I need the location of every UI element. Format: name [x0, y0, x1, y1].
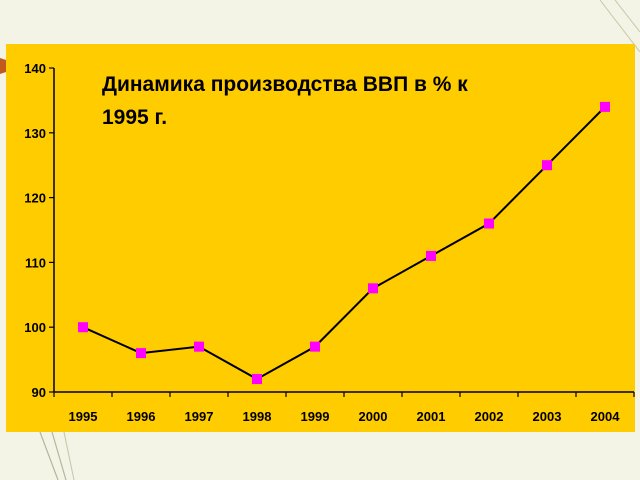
y-ticks: 90 100 110 120 130 140 [24, 61, 54, 400]
x-tick-label: 1998 [243, 409, 272, 424]
data-point [136, 348, 146, 359]
data-point [194, 341, 204, 352]
chart-title-line-1: Динамика производства ВВП в % к [102, 73, 468, 96]
series-line [82, 106, 606, 381]
x-ticks: 1995 1996 1997 1998 1999 2000 2001 2002 2003 2004 [53, 392, 635, 424]
corner-accent [0, 58, 6, 74]
data-point [542, 160, 552, 171]
x-tick-label: 2002 [475, 409, 504, 424]
x-tick-label: 2003 [533, 409, 562, 424]
decor-line [63, 431, 75, 480]
y-tick-label: 110 [25, 255, 46, 270]
data-point [484, 218, 494, 229]
y-tick-label: 90 [32, 385, 46, 400]
data-point [368, 283, 378, 294]
data-point [426, 250, 436, 261]
y-tick-label: 140 [24, 61, 46, 76]
x-tick-label: 1999 [301, 409, 330, 424]
x-tick-label: 2004 [591, 409, 621, 424]
data-point [310, 341, 320, 352]
data-point [252, 374, 262, 385]
chart-title-line-2: 1995 г. [102, 106, 167, 129]
data-point [600, 101, 610, 112]
decor-line [39, 431, 59, 480]
x-tick-label: 1997 [185, 409, 214, 424]
decor-line [51, 431, 67, 480]
decor-line [614, 0, 640, 33]
decor-line [599, 0, 640, 53]
y-tick-label: 130 [24, 126, 46, 141]
x-tick-label: 1996 [127, 409, 156, 424]
x-tick-label: 1995 [69, 409, 98, 424]
data-point [78, 322, 88, 333]
series-group [78, 101, 610, 385]
line-chart: Динамика производства ВВП в % к 1995 г. … [24, 61, 635, 424]
x-tick-label: 2001 [417, 409, 446, 424]
y-tick-label: 100 [24, 320, 46, 335]
x-tick-label: 2000 [359, 409, 388, 424]
chart-panel: Динамика производства ВВП в % к 1995 г. … [6, 44, 635, 432]
y-tick-label: 120 [24, 191, 46, 206]
